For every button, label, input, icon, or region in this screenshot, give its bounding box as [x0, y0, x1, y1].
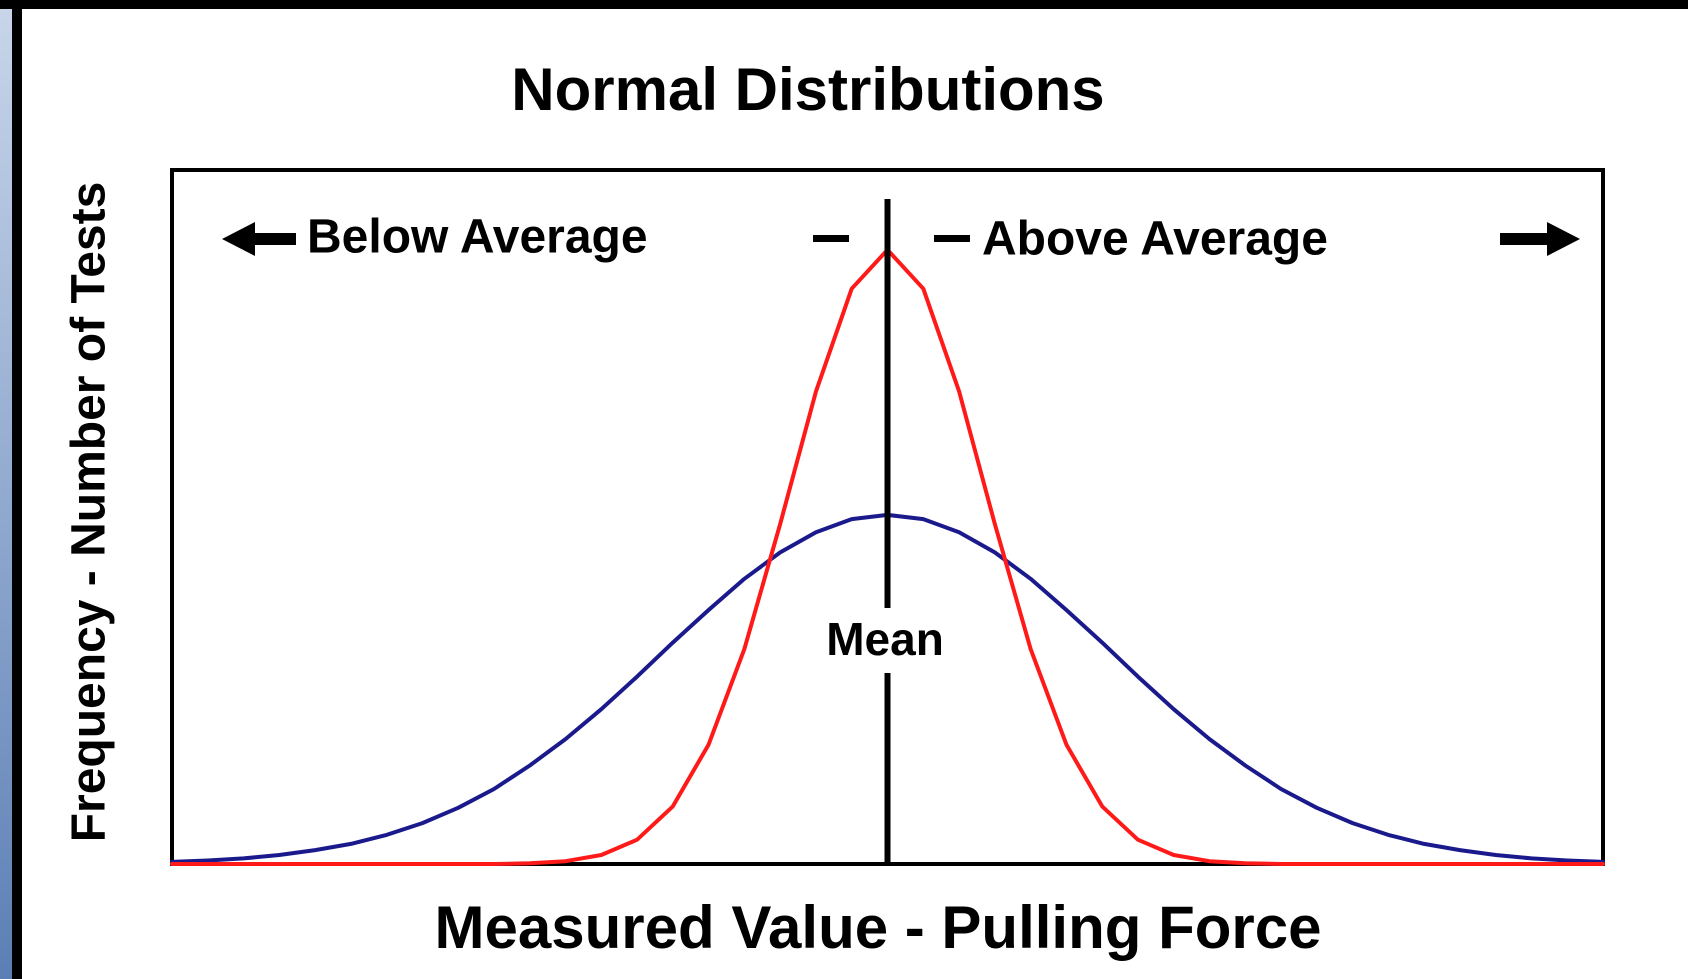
right-arrow	[1500, 222, 1580, 256]
dash	[934, 235, 970, 242]
left-arrow	[222, 222, 296, 256]
frame-left	[12, 0, 22, 979]
annotation: Above Average	[982, 213, 1328, 266]
dash	[813, 235, 849, 242]
annotation: Mean	[826, 613, 944, 665]
y-axis-label: Frequency - Number of Tests	[63, 182, 116, 843]
x-axis-label: Measured Value - Pulling Force	[435, 894, 1322, 961]
side-strip	[0, 0, 12, 979]
frame-top	[0, 0, 1688, 9]
annotation: Below Average	[307, 211, 648, 264]
chart-title: Normal Distributions	[511, 56, 1104, 123]
